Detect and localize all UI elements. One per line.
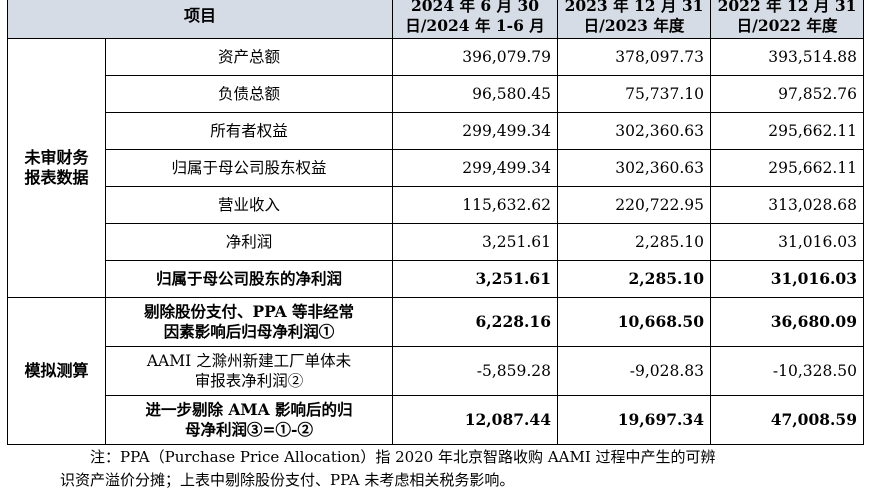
value-cell: 396,079.79 bbox=[392, 38, 559, 76]
row-label: 所有者权益 bbox=[104, 112, 394, 150]
value-cell: 393,514.88 bbox=[710, 38, 865, 76]
row-label-line2: 因素影响后归母净利润① bbox=[163, 322, 335, 341]
table-row: 营业收入 115,632.62 220,722.95 313,028.68 bbox=[8, 186, 865, 224]
value-cell: 3,251.61 bbox=[392, 260, 559, 298]
header-period-2024-line1: 2024 年 6 月 30 bbox=[410, 0, 540, 15]
financial-data-table: 项目 2024 年 6 月 30 日/2024 年 1-6 月 2023 年 1… bbox=[6, 0, 865, 445]
table-header-row: 项目 2024 年 6 月 30 日/2024 年 1-6 月 2023 年 1… bbox=[6, 0, 865, 39]
header-period-2023: 2023 年 12 月 31 日/2023 年度 bbox=[557, 0, 712, 39]
row-label: 净利润 bbox=[104, 223, 394, 261]
header-item: 项目 bbox=[6, 0, 394, 39]
header-period-2022-line1: 2022 年 12 月 31 bbox=[717, 0, 857, 15]
value-cell: 75,737.10 bbox=[557, 75, 712, 113]
row-label: 负债总额 bbox=[104, 75, 394, 113]
value-cell: 295,662.11 bbox=[710, 112, 865, 150]
value-cell: 97,852.76 bbox=[710, 75, 865, 113]
value-cell: 31,016.03 bbox=[710, 260, 865, 298]
value-cell: 302,360.63 bbox=[557, 149, 712, 187]
value-cell: 378,097.73 bbox=[557, 38, 712, 76]
value-cell: 299,499.34 bbox=[392, 149, 559, 187]
footnote: 注：PPA（Purchase Price Allocation）指 2020 年… bbox=[60, 446, 850, 492]
row-label-line2: 审报表净利润② bbox=[194, 372, 304, 390]
header-period-2024: 2024 年 6 月 30 日/2024 年 1-6 月 bbox=[392, 0, 559, 39]
value-cell: -9,028.83 bbox=[557, 346, 712, 396]
header-period-2023-line2: 日/2023 年度 bbox=[583, 15, 685, 35]
table-row: 所有者权益 299,499.34 302,360.63 295,662.11 bbox=[8, 112, 865, 150]
table-row: 归属于母公司股东权益 299,499.34 302,360.63 295,662… bbox=[8, 149, 865, 187]
table-row: 负债总额 96,580.45 75,737.10 97,852.76 bbox=[8, 75, 865, 113]
row-label: 归属于母公司股东权益 bbox=[104, 149, 394, 187]
value-cell: -5,859.28 bbox=[392, 346, 559, 396]
row-label: 营业收入 bbox=[104, 186, 394, 224]
table-row: 模拟测算 剔除股份支付、PPA 等非经常 因素影响后归母净利润① 6,228.1… bbox=[7, 297, 865, 445]
value-cell: 2,285.10 bbox=[557, 223, 712, 261]
group-label-unaudited-line1: 未审财务 bbox=[24, 148, 89, 167]
header-period-2022: 2022 年 12 月 31 日/2022 年度 bbox=[710, 0, 865, 39]
row-label-line1: 剔除股份支付、PPA 等非经常 bbox=[143, 302, 355, 321]
value-cell: 299,499.34 bbox=[392, 112, 559, 150]
value-cell: 12,087.44 bbox=[392, 395, 559, 445]
value-cell: -10,328.50 bbox=[710, 346, 865, 396]
value-cell: 313,028.68 bbox=[710, 186, 865, 224]
row-label-line1: 进一步剔除 AMA 影响后的归 bbox=[145, 400, 353, 419]
header-period-2023-line1: 2023 年 12 月 31 bbox=[564, 0, 704, 15]
table-row: AAMI 之滁州新建工厂单体未 审报表净利润② -5,859.28 -9,028… bbox=[8, 346, 865, 396]
table-row: 进一步剔除 AMA 影响后的归 母净利润③=①-② 12,087.44 19,6… bbox=[8, 395, 865, 445]
table-row: 净利润 3,251.61 2,285.10 31,016.03 bbox=[8, 223, 865, 261]
row-label: AAMI 之滁州新建工厂单体未 审报表净利润② bbox=[104, 346, 394, 396]
row-label: 归属于母公司股东的净利润 bbox=[104, 260, 394, 298]
value-cell: 295,662.11 bbox=[710, 149, 865, 187]
value-cell: 31,016.03 bbox=[710, 223, 865, 261]
value-cell: 220,722.95 bbox=[557, 186, 712, 224]
financial-table-container: 项目 2024 年 6 月 30 日/2024 年 1-6 月 2023 年 1… bbox=[6, 0, 865, 445]
value-cell: 47,008.59 bbox=[710, 395, 865, 445]
table-row: 未审财务 报表数据 资产总额 396,079.79 378,097.73 393… bbox=[7, 38, 865, 298]
value-cell: 19,697.34 bbox=[557, 395, 712, 445]
header-period-2022-line2: 日/2022 年度 bbox=[736, 15, 838, 35]
value-cell: 115,632.62 bbox=[392, 186, 559, 224]
group-label-unaudited: 未审财务 报表数据 bbox=[7, 38, 106, 298]
footnote-line2: 识资产溢价分摊；上表中剔除股份支付、PPA 未考虑相关税务影响。 bbox=[60, 471, 515, 489]
footnote-line1: 注：PPA（Purchase Price Allocation）指 2020 年… bbox=[90, 448, 716, 466]
row-label: 资产总额 bbox=[104, 38, 394, 76]
table-row: 归属于母公司股东的净利润 3,251.61 2,285.10 31,016.03 bbox=[8, 260, 865, 298]
value-cell: 3,251.61 bbox=[392, 223, 559, 261]
group-label-simulation: 模拟测算 bbox=[7, 297, 106, 445]
value-cell: 302,360.63 bbox=[557, 112, 712, 150]
value-cell: 2,285.10 bbox=[557, 260, 712, 298]
row-label: 进一步剔除 AMA 影响后的归 母净利润③=①-② bbox=[104, 395, 394, 445]
header-period-2024-line2: 日/2024 年 1-6 月 bbox=[405, 15, 545, 35]
row-label: 剔除股份支付、PPA 等非经常 因素影响后归母净利润① bbox=[104, 297, 394, 347]
row-label-line2: 母净利润③=①-② bbox=[185, 420, 313, 439]
group-label-unaudited-line2: 报表数据 bbox=[24, 168, 89, 187]
value-cell: 96,580.45 bbox=[392, 75, 559, 113]
value-cell: 36,680.09 bbox=[710, 297, 865, 347]
row-label-line1: AAMI 之滁州新建工厂单体未 bbox=[146, 352, 352, 370]
value-cell: 10,668.50 bbox=[557, 297, 712, 347]
value-cell: 6,228.16 bbox=[392, 297, 559, 347]
